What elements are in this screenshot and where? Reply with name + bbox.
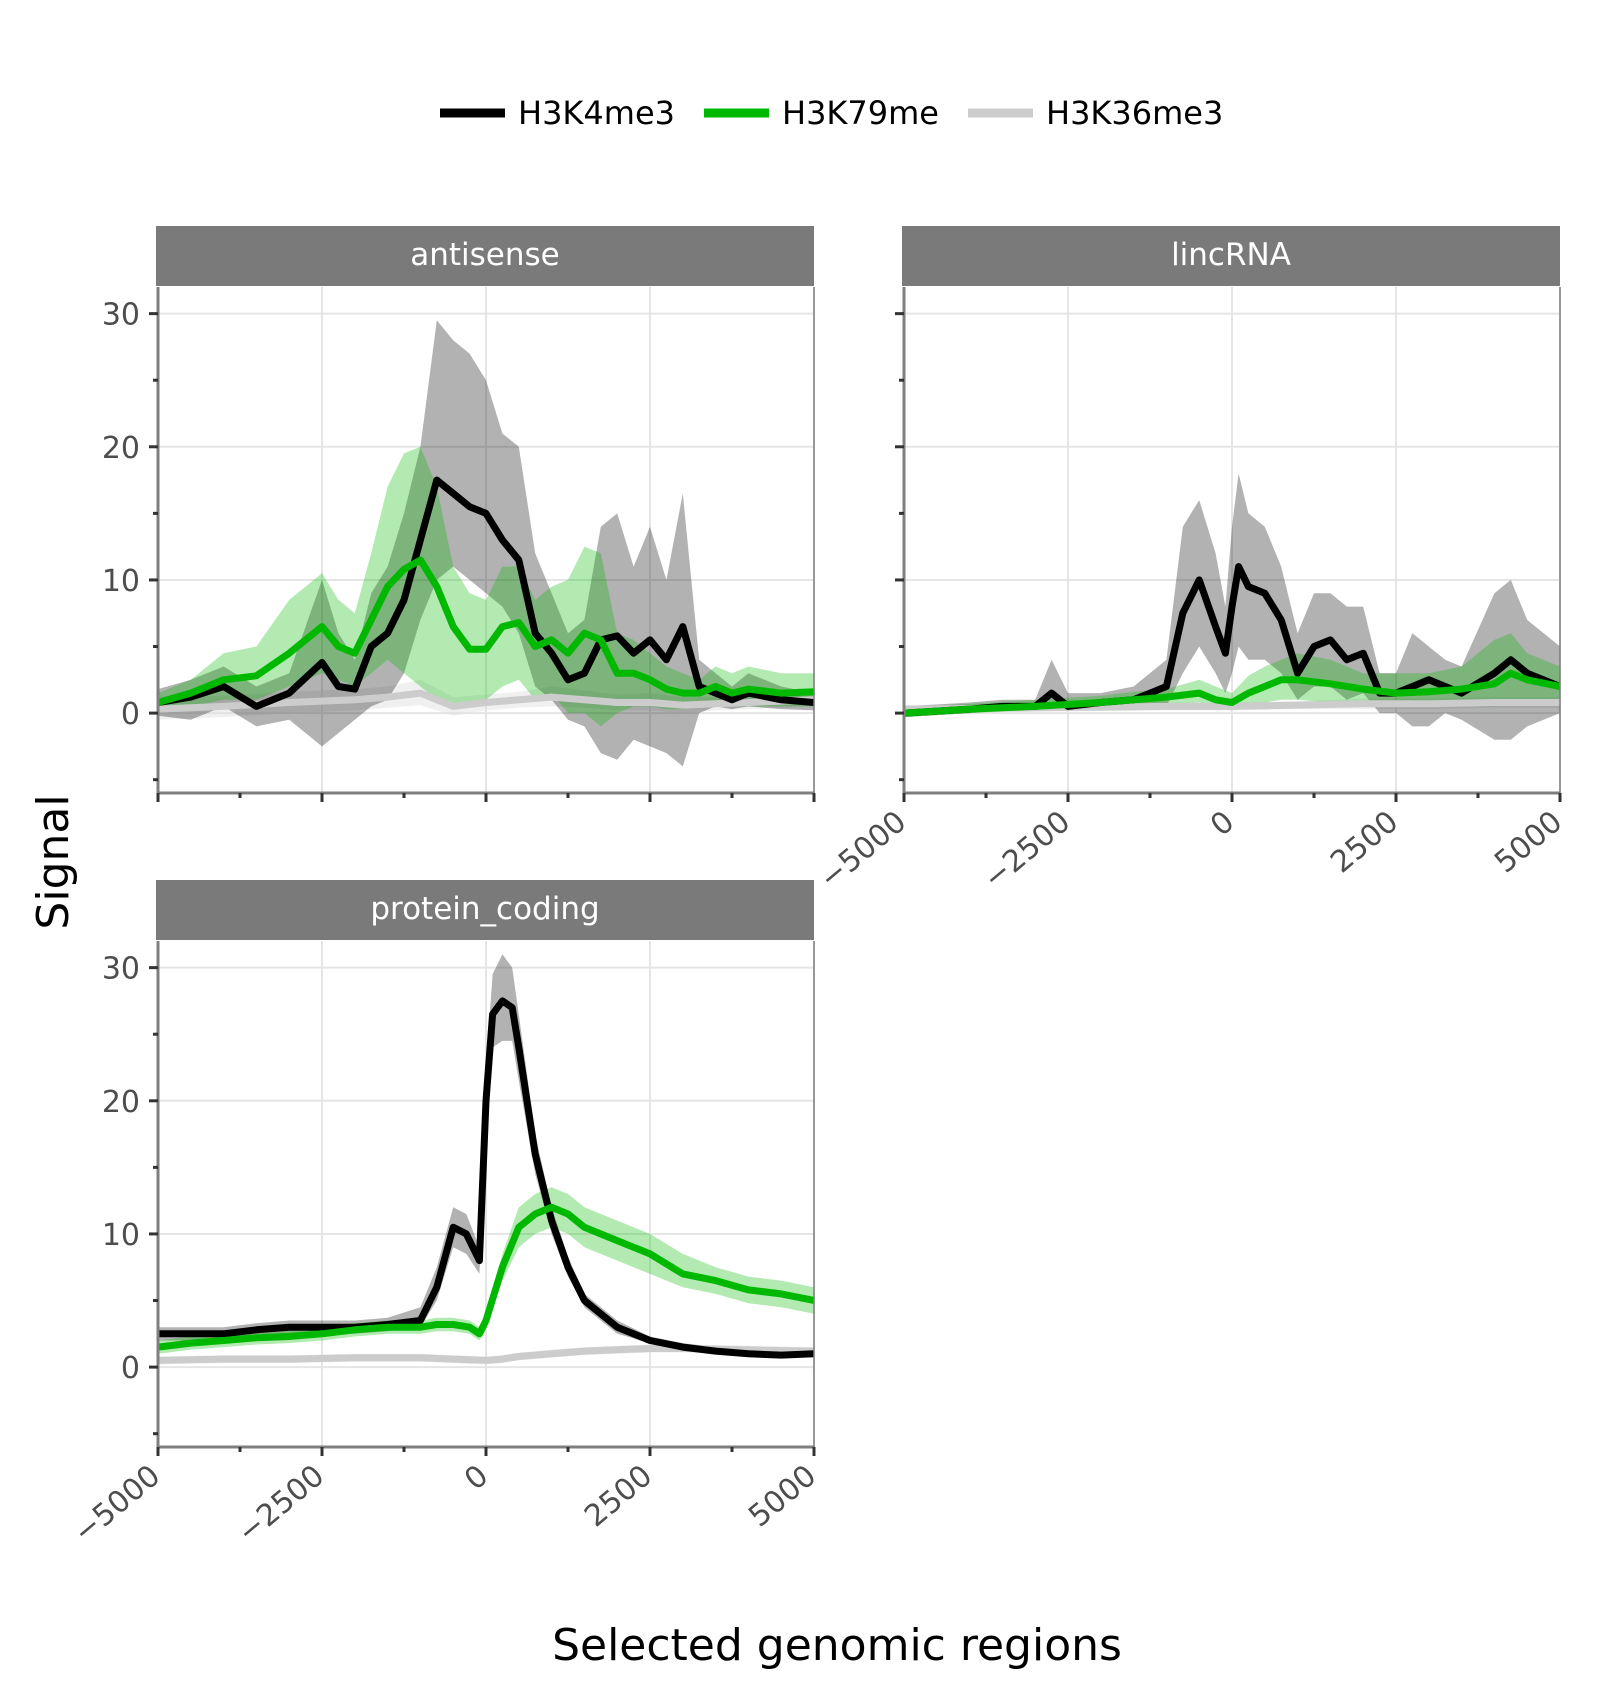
x-axis-title: Selected genomic regions (552, 1620, 1122, 1671)
y-tick-label: 30 (102, 952, 140, 987)
series-group (158, 954, 814, 1365)
legend-label-h3k36me3: H3K36me3 (1046, 94, 1223, 132)
legend-label-h3k4me3: H3K4me3 (518, 94, 675, 132)
line-h3k4me3 (158, 997, 814, 1359)
legend-item-h3k79me: H3K79me (704, 94, 939, 132)
line-h3k79me (904, 669, 1560, 717)
line-h3k79me (158, 1203, 814, 1351)
legend-item-h3k36me3: H3K36me3 (968, 94, 1223, 132)
y-tick-label: 10 (102, 1218, 140, 1253)
plot-panel: 0 10 20 30 (102, 287, 816, 802)
line-h3k36me3 (158, 689, 814, 713)
ribbon-h3k4me3 (158, 320, 814, 767)
series-group (158, 320, 814, 767)
facet-strip (156, 226, 814, 286)
line-h3k4me3 (158, 476, 814, 710)
y-axis-title: Signal (28, 794, 79, 929)
facet-strip-label: protein_coding (370, 891, 599, 927)
legend-item-h3k4me3: H3K4me3 (440, 94, 675, 132)
facet-strip-label: lincRNA (1171, 237, 1291, 273)
y-tick-label: 20 (102, 1085, 140, 1120)
legend-label-h3k79me: H3K79me (782, 94, 939, 132)
facet-strip (902, 226, 1560, 286)
facet-strip (156, 880, 814, 940)
y-tick-label: 0 (121, 697, 140, 732)
y-tick-label: 0 (121, 1351, 140, 1386)
line-h3k79me (158, 556, 814, 706)
y-tick-label: 30 (102, 298, 140, 333)
y-tick-label: 10 (102, 564, 140, 599)
plot-panel: −5000 −2500 0 2500 5000 (813, 287, 1569, 896)
facet-strip-label: antisense (410, 237, 560, 273)
line-h3k36me3 (158, 1345, 814, 1364)
y-tick-label: 20 (102, 431, 140, 466)
series-group (904, 473, 1560, 740)
facet-lincrna: lincRNA −5000 −2500 0 2500 5000 (813, 226, 1569, 896)
legend: H3K4me3 H3K79me H3K36me3 (440, 94, 1223, 132)
ribbon-h3k79me (158, 446, 814, 727)
facet-antisense: antisense 0 10 20 30 (102, 226, 816, 802)
